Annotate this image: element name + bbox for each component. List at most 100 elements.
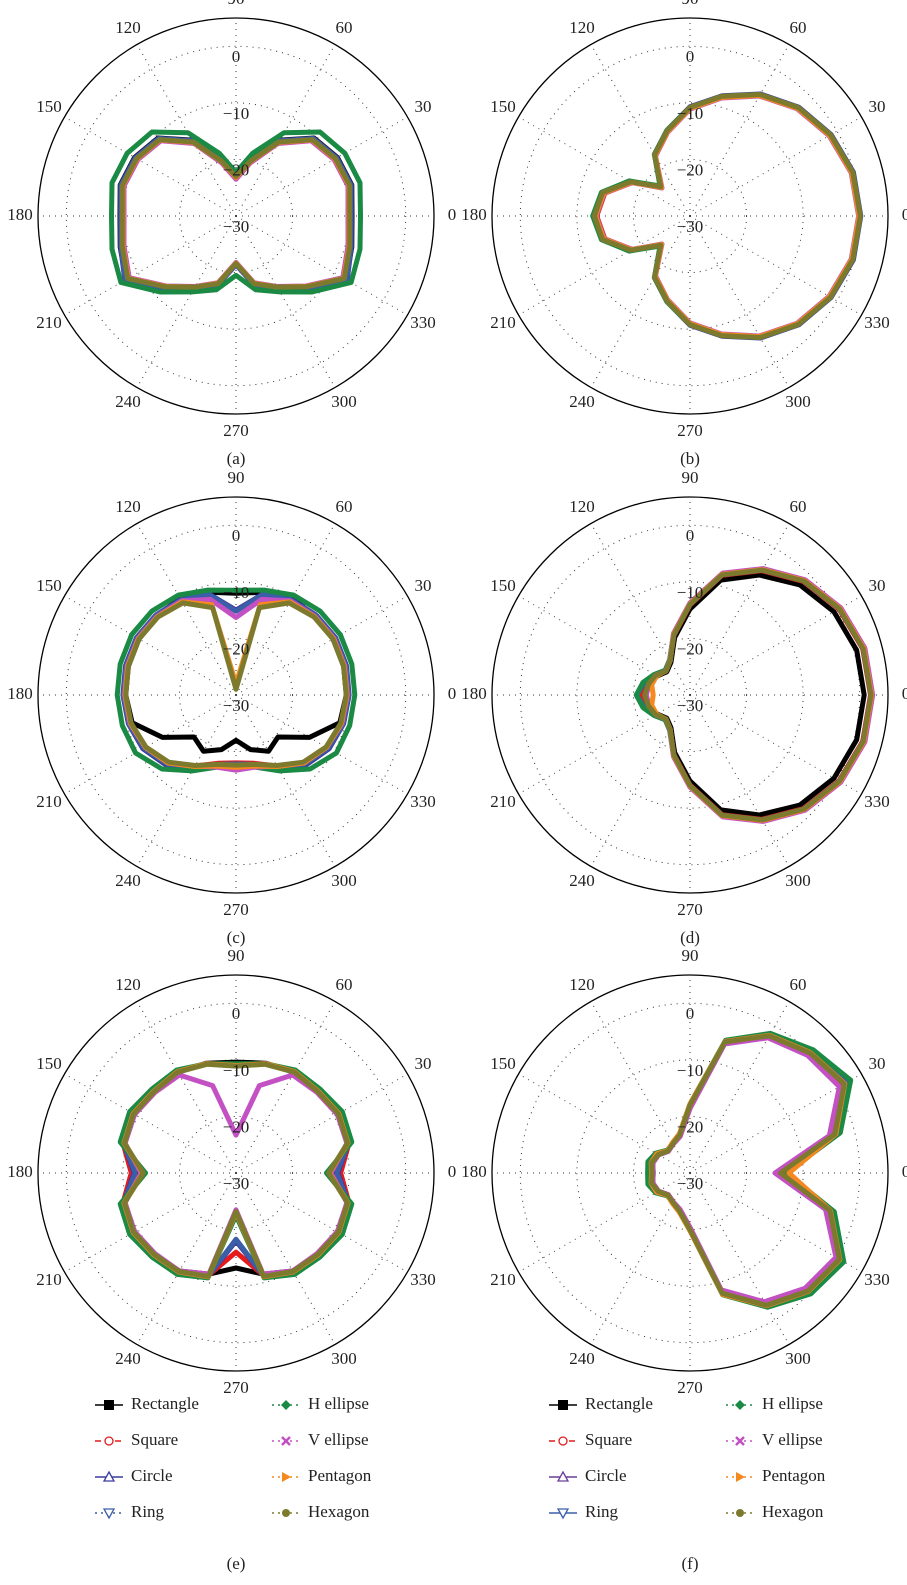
polar-frame xyxy=(37,17,435,415)
grid-circle xyxy=(65,1002,407,1344)
angle-tick-label: 90 xyxy=(682,946,699,965)
grid-spoke xyxy=(590,523,691,696)
angle-tick-label: 120 xyxy=(569,18,595,37)
legend-label: V ellipse xyxy=(308,1430,369,1449)
angle-tick-label: 300 xyxy=(785,392,811,411)
angle-tick-label: 150 xyxy=(36,97,62,116)
legend-label: Ring xyxy=(131,1502,165,1521)
radial-tick-label: −10 xyxy=(677,1061,704,1080)
panel-caption: (a) xyxy=(227,449,246,468)
pattern-curve xyxy=(592,92,863,340)
radial-tick-label: −20 xyxy=(223,639,250,658)
angle-tick-label: 270 xyxy=(677,421,703,440)
pattern-curve xyxy=(642,567,874,823)
grid-circle xyxy=(519,524,861,866)
angle-tick-label: 120 xyxy=(115,975,141,994)
angle-tick-label: 150 xyxy=(36,576,62,595)
grid-circle xyxy=(519,1002,861,1344)
legend-marker xyxy=(558,1436,568,1446)
angle-tick-label: 180 xyxy=(461,1162,487,1181)
angle-tick-label: 60 xyxy=(336,18,353,37)
radial-tick-label: −30 xyxy=(223,696,250,715)
polar-panel: 0 30 60 90 120 150 180 210 240 270 300 330 0 −10 −20 −3… xyxy=(461,946,907,1573)
angle-tick-label: 150 xyxy=(36,1054,62,1073)
angle-tick-label: 240 xyxy=(115,1349,141,1368)
legend-label: Square xyxy=(131,1430,178,1449)
polar-panel: 0 30 60 90 120 150 180 210 240 270 300 330 0 −10 −20 −3… xyxy=(461,468,907,947)
angle-tick-label: 210 xyxy=(490,792,516,811)
legend-label: Square xyxy=(585,1430,632,1449)
radial-tick-label: −30 xyxy=(677,696,704,715)
radial-tick-label: −10 xyxy=(677,104,704,123)
angle-tick-label: 0 xyxy=(448,684,457,703)
pattern-curve xyxy=(114,587,358,774)
grid-spoke xyxy=(590,1001,691,1174)
angle-tick-label: 210 xyxy=(490,1270,516,1289)
grid-spoke xyxy=(689,215,862,316)
legend-label: Pentagon xyxy=(308,1466,372,1485)
angle-tick-label: 30 xyxy=(869,576,886,595)
angle-tick-label: 210 xyxy=(36,792,62,811)
angle-tick-label: 330 xyxy=(864,792,890,811)
legend-marker xyxy=(102,1470,116,1482)
radial-tick-label: −10 xyxy=(223,104,250,123)
grid-circle xyxy=(576,1059,804,1287)
radial-tick-label: −30 xyxy=(677,217,704,236)
angle-tick-label: 240 xyxy=(115,871,141,890)
pattern-curve xyxy=(649,1033,847,1308)
polar-panel: 0 30 60 90 120 150 180 210 240 270 300 330 0 −10 −20 −3… xyxy=(7,946,456,1573)
grid-spoke xyxy=(689,215,790,388)
polar-frame xyxy=(37,974,435,1372)
angle-tick-label: 180 xyxy=(7,684,33,703)
legend-marker xyxy=(104,1436,114,1446)
radial-tick-label: −20 xyxy=(677,639,704,658)
legend-label: Rectangle xyxy=(585,1394,653,1413)
grid-spoke xyxy=(235,694,336,867)
angle-tick-label: 210 xyxy=(36,1270,62,1289)
radial-tick-label: −10 xyxy=(223,1061,250,1080)
angle-tick-label: 330 xyxy=(410,792,436,811)
angle-tick-label: 90 xyxy=(228,468,245,487)
polar-panel: 0 30 60 90 120 150 180 210 240 270 300 330 0 −10 −20 −3… xyxy=(7,468,456,947)
legend-marker xyxy=(282,1509,290,1517)
angle-tick-label: 270 xyxy=(223,421,249,440)
legend-marker xyxy=(102,1508,116,1520)
panel-caption: (c) xyxy=(227,928,246,947)
legend-label: Pentagon xyxy=(762,1466,826,1485)
grid-circle xyxy=(178,1115,294,1231)
legend-label: H ellipse xyxy=(762,1394,823,1413)
angle-tick-label: 270 xyxy=(223,1378,249,1397)
grid-spoke xyxy=(235,215,336,388)
legend-marker xyxy=(556,1508,570,1520)
grid-spoke xyxy=(689,694,790,867)
polar-frame xyxy=(491,496,889,894)
angle-tick-label: 90 xyxy=(228,946,245,965)
angle-tick-label: 240 xyxy=(569,1349,595,1368)
grid-circle xyxy=(632,637,748,753)
grid-spoke xyxy=(689,116,862,217)
legend-label: V ellipse xyxy=(762,1430,823,1449)
angle-tick-label: 120 xyxy=(569,497,595,516)
pattern-curve xyxy=(109,129,363,295)
angle-tick-label: 270 xyxy=(677,900,703,919)
grid-spoke xyxy=(518,1073,691,1174)
grid-circle xyxy=(632,1115,748,1231)
legend-marker xyxy=(736,1509,744,1517)
angle-tick-label: 90 xyxy=(682,468,699,487)
grid-spoke xyxy=(518,1172,691,1273)
angle-tick-label: 300 xyxy=(785,871,811,890)
angle-tick-label: 30 xyxy=(415,97,432,116)
angle-tick-label: 300 xyxy=(785,1349,811,1368)
panel-caption: (b) xyxy=(680,449,700,468)
pattern-curve xyxy=(123,600,349,768)
polar-panel: 0 30 60 90 120 150 180 210 240 270 300 330 0 −10 −20 −3… xyxy=(7,0,456,468)
angle-tick-label: 60 xyxy=(336,975,353,994)
radial-tick-label: 0 xyxy=(232,47,241,66)
grid-circle xyxy=(178,637,294,753)
grid-spoke xyxy=(590,1172,691,1345)
grid-spoke xyxy=(64,694,237,795)
angle-tick-label: 30 xyxy=(415,1054,432,1073)
radial-tick-label: 0 xyxy=(686,1004,695,1023)
angle-tick-label: 180 xyxy=(7,1162,33,1181)
